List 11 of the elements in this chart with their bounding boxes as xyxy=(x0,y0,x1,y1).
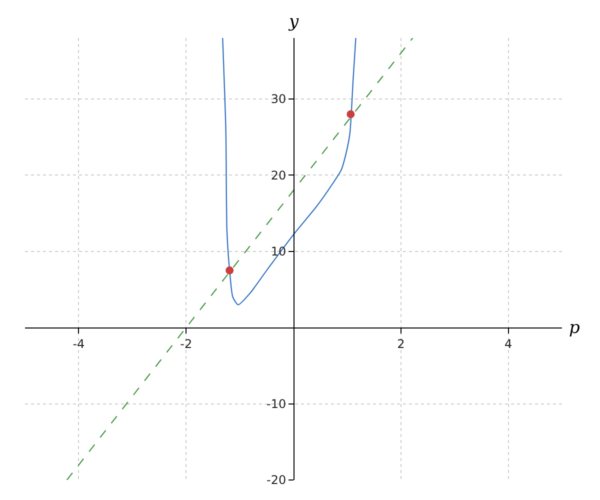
line-series xyxy=(222,38,356,306)
x-tick-label: -4 xyxy=(72,336,85,351)
y-tick-label: 30 xyxy=(270,92,286,106)
y-tick-label: -10 xyxy=(266,396,286,411)
y-axis-title: y xyxy=(288,12,299,32)
x-tick-label: 2 xyxy=(397,336,405,351)
x-tick-label: 4 xyxy=(504,336,512,351)
y-tick-label: 20 xyxy=(270,168,286,182)
y-tick-label: -20 xyxy=(266,473,286,488)
x-tick-label: -2 xyxy=(180,336,192,351)
x-axis-title: p xyxy=(569,318,580,338)
